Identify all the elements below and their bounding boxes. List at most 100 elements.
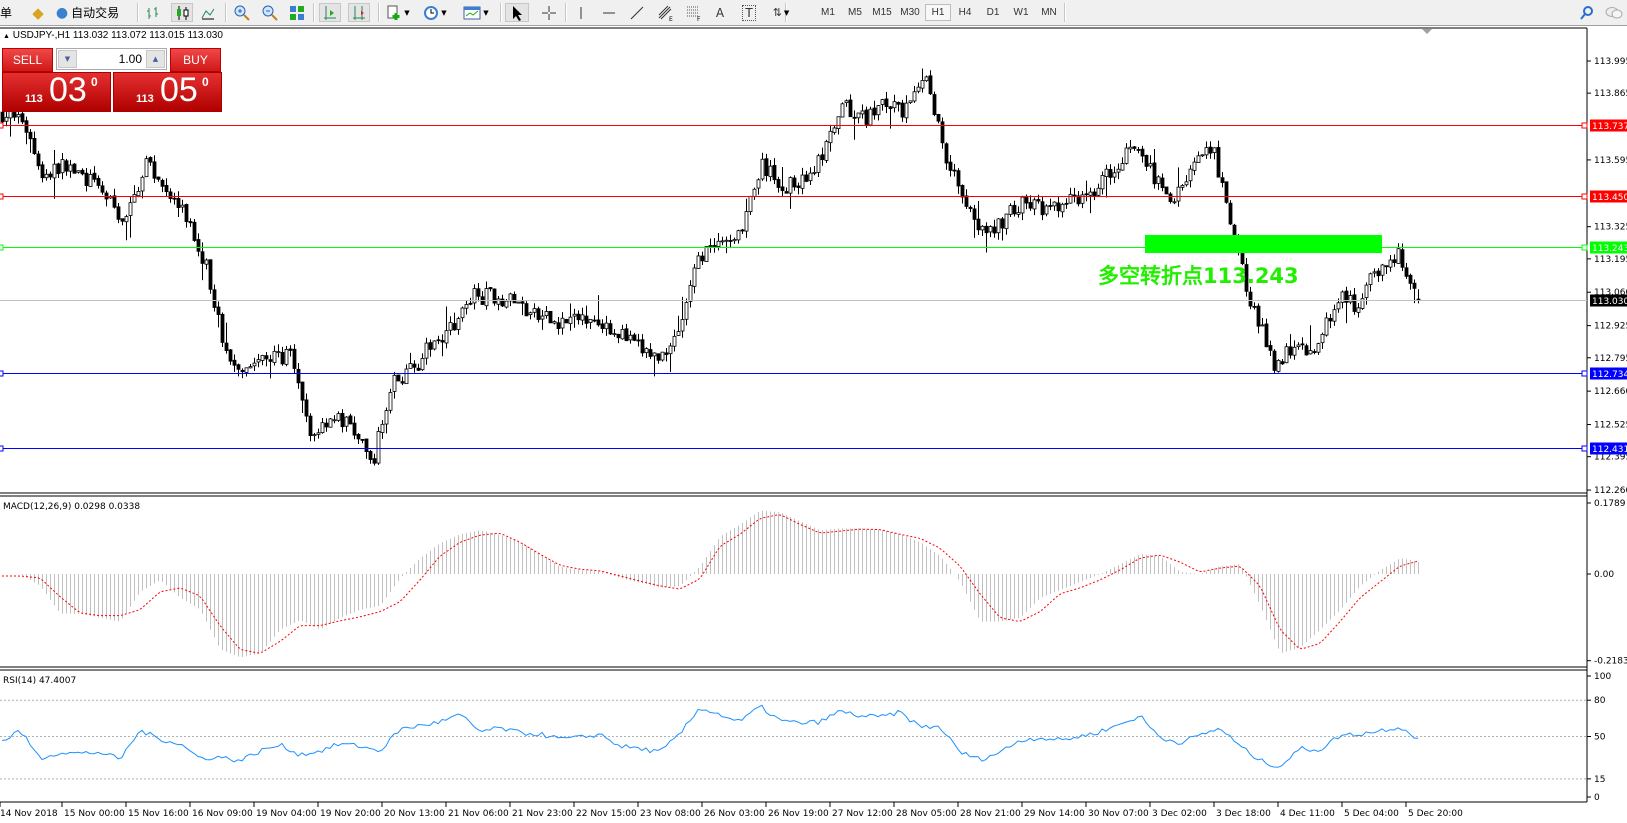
timeframe-h4[interactable]: H4	[958, 7, 972, 18]
time-axis-label: 21 Nov 06:00	[448, 809, 509, 819]
bear-candle	[872, 107, 877, 116]
bear-candle	[1304, 345, 1309, 356]
timeframe-mn[interactable]: MN	[1041, 7, 1057, 18]
orders-text[interactable]: 单	[0, 3, 12, 22]
price-level-tag	[1590, 190, 1627, 203]
auto-scroll-icon[interactable]	[319, 3, 341, 22]
bull-candle	[996, 218, 1001, 234]
search-icon[interactable]	[1578, 3, 1596, 22]
bear-candle	[264, 355, 269, 360]
bull-candle	[1388, 259, 1393, 268]
bear-candle	[1012, 204, 1017, 215]
bear-candle	[308, 415, 313, 437]
rsi-axis-label: 15	[1594, 775, 1605, 785]
bear-candle	[1108, 169, 1113, 178]
volume-input[interactable]: 1.00	[118, 52, 142, 66]
cursor-icon[interactable]	[505, 3, 529, 22]
bear-candle	[64, 160, 69, 172]
zoom-in-icon[interactable]	[231, 3, 253, 22]
navigator-book-icon[interactable]: ◆	[32, 3, 44, 22]
vertical-line-icon[interactable]	[574, 3, 588, 22]
bull-candle	[704, 246, 709, 262]
chat-icon[interactable]	[1604, 3, 1624, 22]
bull-candle	[816, 155, 821, 173]
bear-candle	[796, 185, 801, 188]
bull-candle	[1004, 213, 1009, 230]
clock-periods-icon[interactable]: ▼	[420, 3, 450, 22]
line-chart-icon[interactable]	[198, 3, 218, 22]
horizontal-line-icon[interactable]	[600, 3, 618, 22]
zoom-out-icon[interactable]	[259, 3, 281, 22]
candlestick-chart-icon[interactable]	[171, 3, 193, 22]
bull-candle	[732, 239, 737, 242]
toolbar-separator	[500, 3, 502, 22]
timeframe-w1[interactable]: W1	[1013, 7, 1029, 18]
macd-histogram	[22, 510, 1419, 657]
arrows-icon[interactable]: ⇅ ▼	[772, 6, 790, 19]
bear-candle	[356, 434, 361, 440]
sell-button[interactable]: SELL	[2, 48, 53, 72]
auto-trading-icon[interactable]: ● 自动交易	[55, 4, 120, 21]
equidistant-channel-icon[interactable]: E	[655, 3, 677, 22]
sell-price-button[interactable]: 113 03 0	[2, 71, 111, 112]
timeframe-d1[interactable]: D1	[986, 7, 1000, 18]
bull-candle	[136, 190, 141, 197]
new-order-icon[interactable]: ▼	[383, 3, 413, 22]
chart-shift-icon[interactable]	[348, 3, 370, 22]
time-axis-label: 3 Dec 02:00	[1152, 809, 1207, 819]
bull-candle	[620, 329, 625, 340]
collapse-triangle-icon[interactable]: ▲	[3, 33, 10, 40]
buy-price-button[interactable]: 113 05 0	[113, 71, 222, 112]
chart-window[interactable]: 113.995 113.865 113.595 113.325 113.195 113.0…	[0, 26, 1627, 823]
price-level-label: 113.243	[1592, 244, 1627, 254]
bull-candle	[532, 308, 537, 313]
bear-candle	[960, 185, 965, 198]
bear-candle	[228, 349, 233, 362]
rsi-axis-label: 50	[1594, 733, 1606, 743]
text-icon[interactable]: A	[715, 5, 725, 20]
bull-candle	[380, 423, 385, 433]
timeframe-m1[interactable]: M1	[821, 7, 835, 18]
bear-candle	[1132, 146, 1137, 149]
trendline-icon[interactable]	[628, 3, 646, 22]
bear-candle	[592, 319, 597, 322]
timeframe-m30[interactable]: M30	[900, 7, 920, 18]
auto-trading-label: 自动交易	[71, 6, 120, 20]
bull-candle	[328, 418, 333, 428]
bear-candle	[188, 221, 193, 224]
bull-candle	[44, 173, 49, 179]
bear-candle	[1072, 194, 1077, 197]
level-handle-icon	[1581, 370, 1588, 377]
tile-windows-icon[interactable]	[286, 3, 308, 22]
timeframe-m15[interactable]: M15	[872, 7, 892, 18]
reversal-point-annotation[interactable]: 多空转折点113.243	[1098, 264, 1299, 288]
bull-candle	[1308, 350, 1313, 355]
timeframe-h1[interactable]: H1	[925, 4, 951, 21]
volume-increase-icon[interactable]: ▲	[146, 50, 165, 68]
bull-candle	[1260, 324, 1265, 327]
bull-candle	[144, 158, 149, 178]
volume-stepper[interactable]: ▼ 1.00 ▲	[56, 48, 167, 70]
bear-candle	[116, 206, 121, 220]
reversal-zone-rectangle[interactable]	[1145, 235, 1382, 253]
time-axis-label: 26 Nov 19:00	[768, 809, 829, 819]
bull-candle	[1156, 176, 1161, 184]
bull-candle	[1340, 291, 1345, 303]
text-label-icon[interactable]: T	[740, 3, 758, 22]
bar-chart-icon[interactable]	[143, 3, 163, 22]
timeframe-m5[interactable]: M5	[848, 7, 862, 18]
bull-candle	[1368, 273, 1373, 285]
bull-candle	[1192, 161, 1197, 171]
fibonacci-icon[interactable]: F	[683, 3, 705, 22]
bull-candle	[1120, 163, 1125, 171]
time-axis-label: 3 Dec 18:00	[1216, 809, 1271, 819]
crosshair-icon[interactable]	[538, 3, 560, 22]
bull-candle	[140, 176, 145, 192]
templates-icon[interactable]: ▼	[458, 3, 494, 22]
price-axis-label: 113.995	[1594, 57, 1627, 67]
bull-candle	[1296, 344, 1301, 348]
price-axis-label: 112.925	[1594, 322, 1627, 332]
buy-button[interactable]: BUY	[170, 48, 221, 72]
bear-candle	[196, 239, 201, 252]
volume-decrease-icon[interactable]: ▼	[58, 50, 77, 68]
